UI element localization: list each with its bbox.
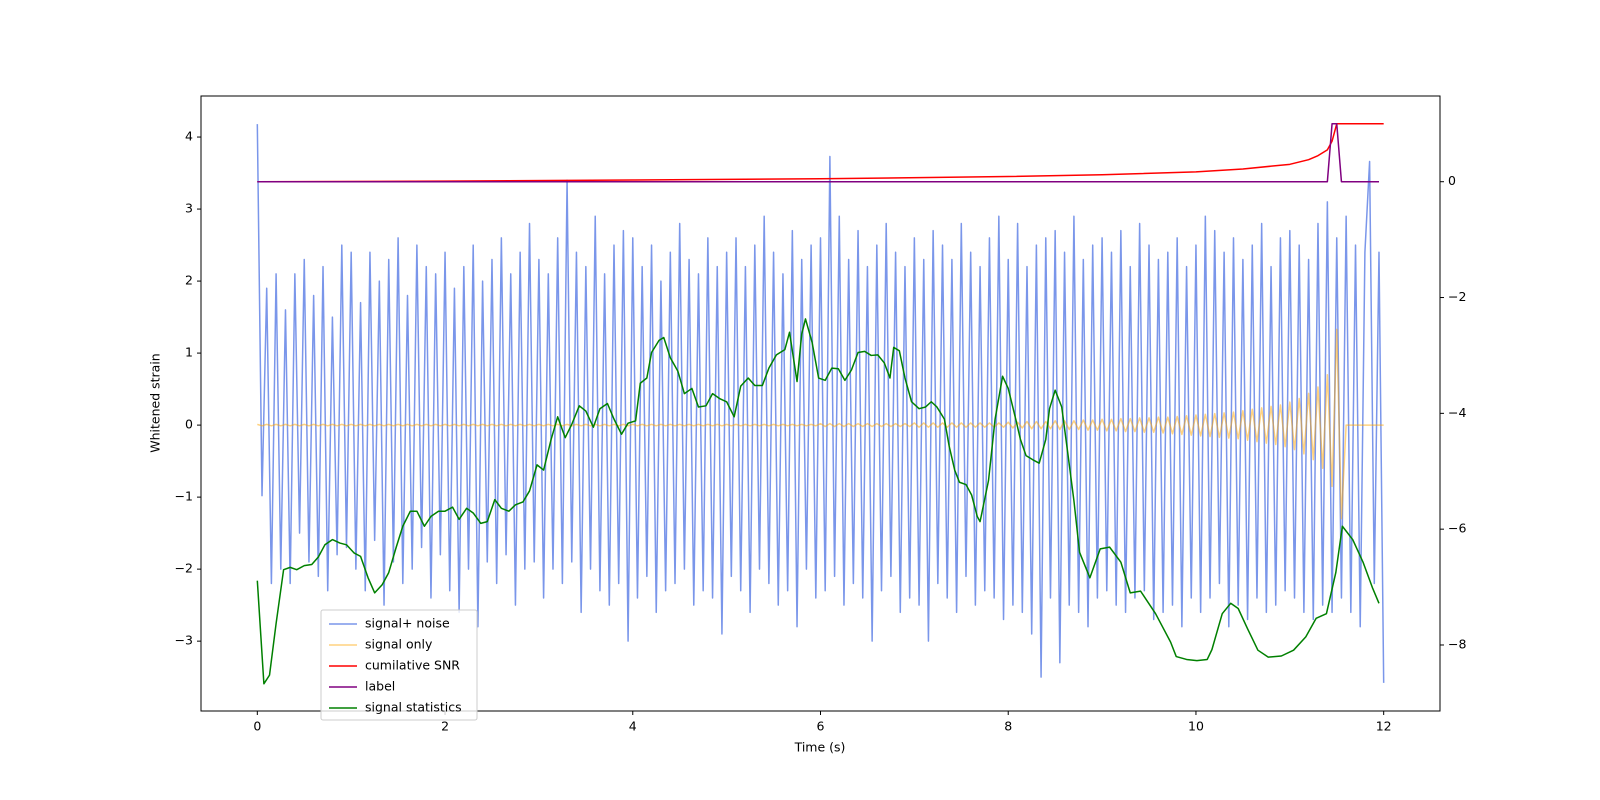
y-tick-label: 3 bbox=[185, 201, 193, 216]
x-axis-label: Time (s) bbox=[794, 740, 846, 755]
y-axis-label: Whitened strain bbox=[148, 353, 163, 452]
legend-label: signal statistics bbox=[365, 700, 462, 715]
x-tick-label: 8 bbox=[1004, 719, 1012, 734]
y-tick-label: 1 bbox=[185, 345, 193, 360]
legend: signal+ noise signal only cumilative SNR la… bbox=[320, 609, 478, 721]
y2-tick-label: −8 bbox=[1448, 636, 1466, 651]
y-tick-label: −3 bbox=[175, 633, 193, 648]
y-tick-label: 2 bbox=[185, 273, 193, 288]
y2-tick-label: 0 bbox=[1448, 173, 1456, 188]
legend-label: label bbox=[365, 679, 395, 694]
x-tick-label: 6 bbox=[817, 719, 825, 734]
legend-label: signal+ noise bbox=[365, 616, 450, 631]
x-tick-label: 4 bbox=[629, 719, 637, 734]
y-tick-label: 0 bbox=[185, 417, 193, 432]
plot-area bbox=[256, 123, 1385, 685]
x-tick-label: 12 bbox=[1376, 719, 1392, 734]
y-tick-label: 4 bbox=[185, 129, 193, 144]
line-series bbox=[256, 124, 1385, 683]
y2-tick-label: −4 bbox=[1448, 405, 1466, 420]
y-tick-label: −2 bbox=[175, 561, 193, 576]
legend-frame bbox=[320, 609, 478, 721]
y2-tick-label: −2 bbox=[1448, 289, 1466, 304]
y-tick-label: −1 bbox=[175, 489, 193, 504]
legend-label: signal only bbox=[365, 637, 433, 652]
x-tick-label: 0 bbox=[253, 719, 261, 734]
x-tick-label: 2 bbox=[441, 719, 449, 734]
line-series bbox=[257, 123, 1379, 183]
x-tick-label: 10 bbox=[1188, 719, 1204, 734]
y2-tick-label: −6 bbox=[1448, 521, 1466, 536]
line-series bbox=[256, 318, 1380, 685]
line-series bbox=[257, 328, 1384, 520]
legend-label: cumilative SNR bbox=[365, 658, 460, 673]
